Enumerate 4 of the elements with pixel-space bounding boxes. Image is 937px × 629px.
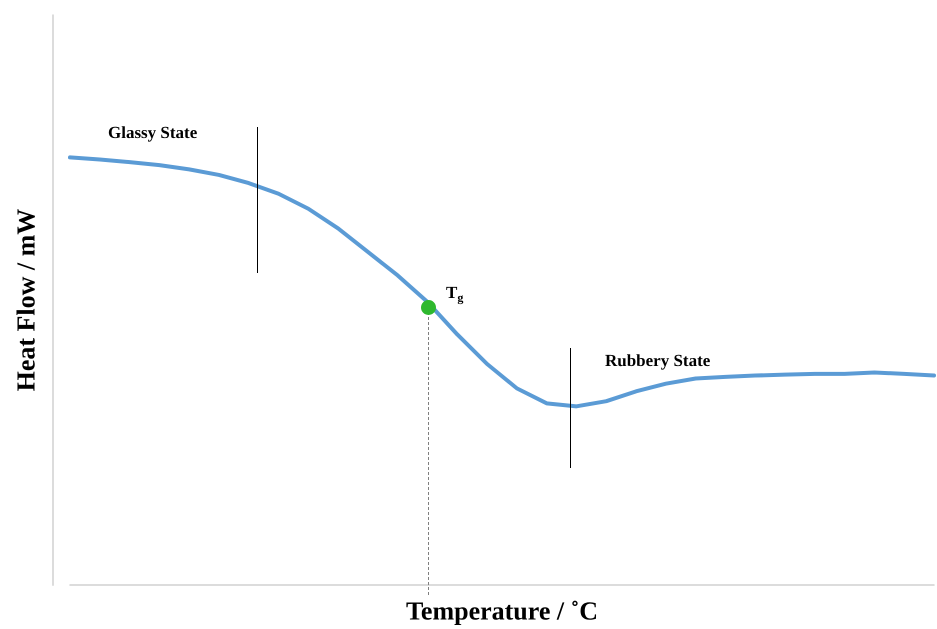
y-axis-title: Heat Flow / mW [12, 208, 40, 392]
annotation: Rubbery State [605, 351, 711, 370]
text: Glassy State [108, 123, 198, 142]
x-axis-title: Temperature / ˚C [406, 596, 598, 626]
